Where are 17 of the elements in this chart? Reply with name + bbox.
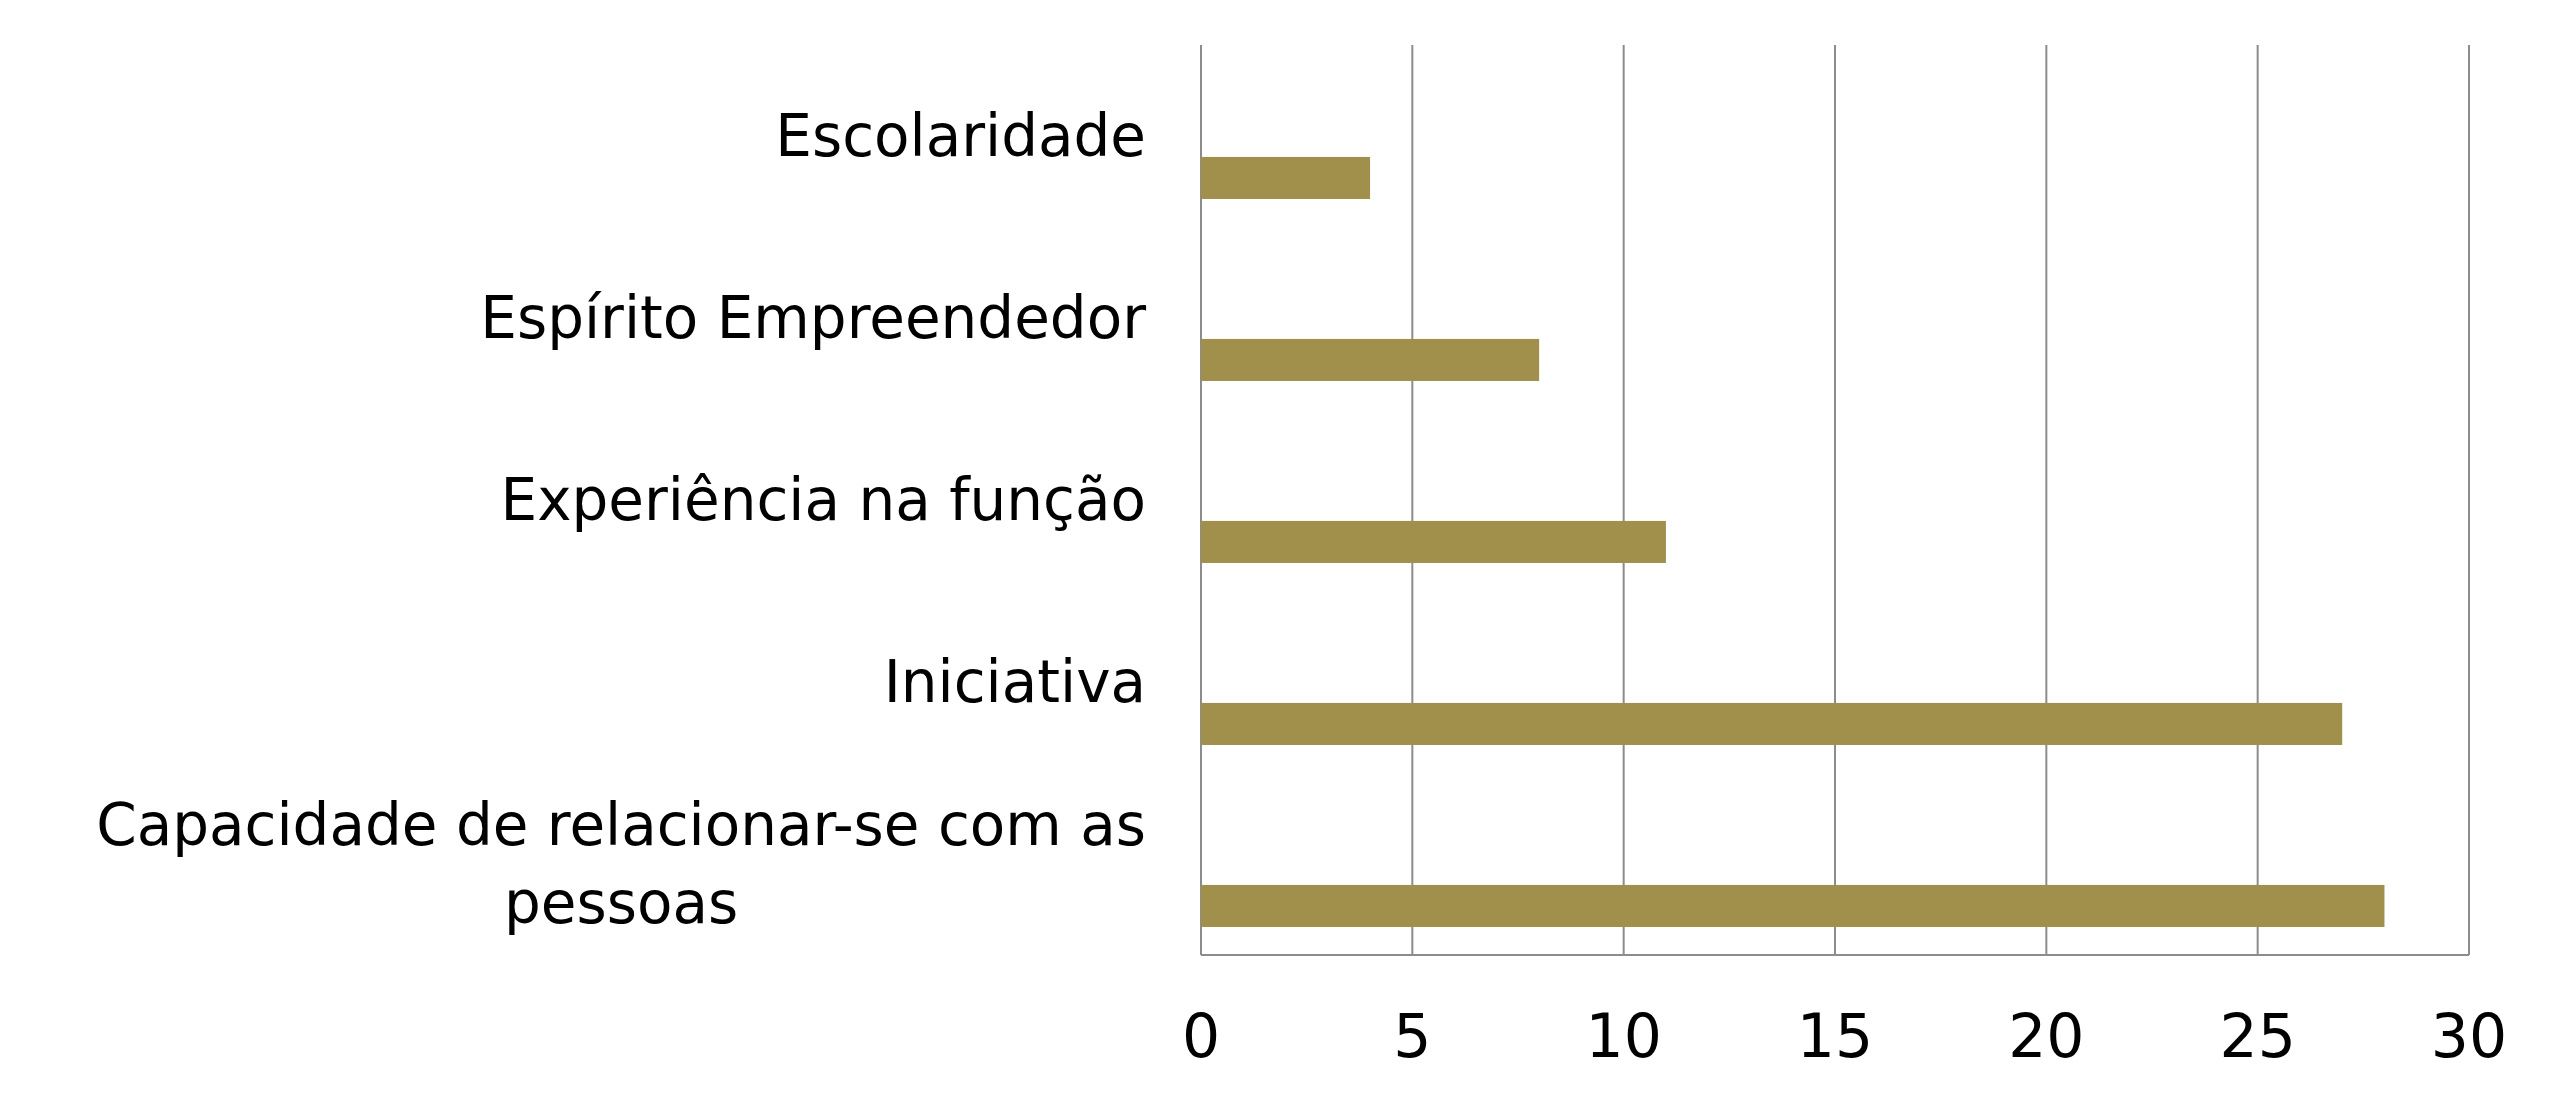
x-tick-label: 5 — [1393, 1001, 1432, 1071]
y-tick-label: Escolaridade — [775, 102, 1146, 170]
bar — [1201, 702, 2343, 745]
y-tick-label: Iniciativa — [883, 648, 1146, 716]
x-tick-label: 20 — [2008, 1001, 2085, 1071]
bar — [1201, 338, 1540, 381]
y-tick-label: Experiência na função — [500, 466, 1146, 534]
x-tick-label: 0 — [1181, 1001, 1221, 1071]
bar — [1201, 520, 1666, 563]
y-tick-label: Espírito Empreendedor — [480, 284, 1147, 352]
bar — [1201, 884, 2385, 927]
bar — [1201, 156, 1371, 199]
x-tick-label: 15 — [1796, 1001, 1874, 1071]
x-tick-label: 10 — [1585, 1001, 1662, 1071]
x-tick-label: 25 — [2219, 1001, 2296, 1071]
y-tick-label: Capacidade de relacionar-se com as pessoas — [96, 790, 1146, 938]
x-tick-label: 30 — [2430, 1001, 2508, 1071]
